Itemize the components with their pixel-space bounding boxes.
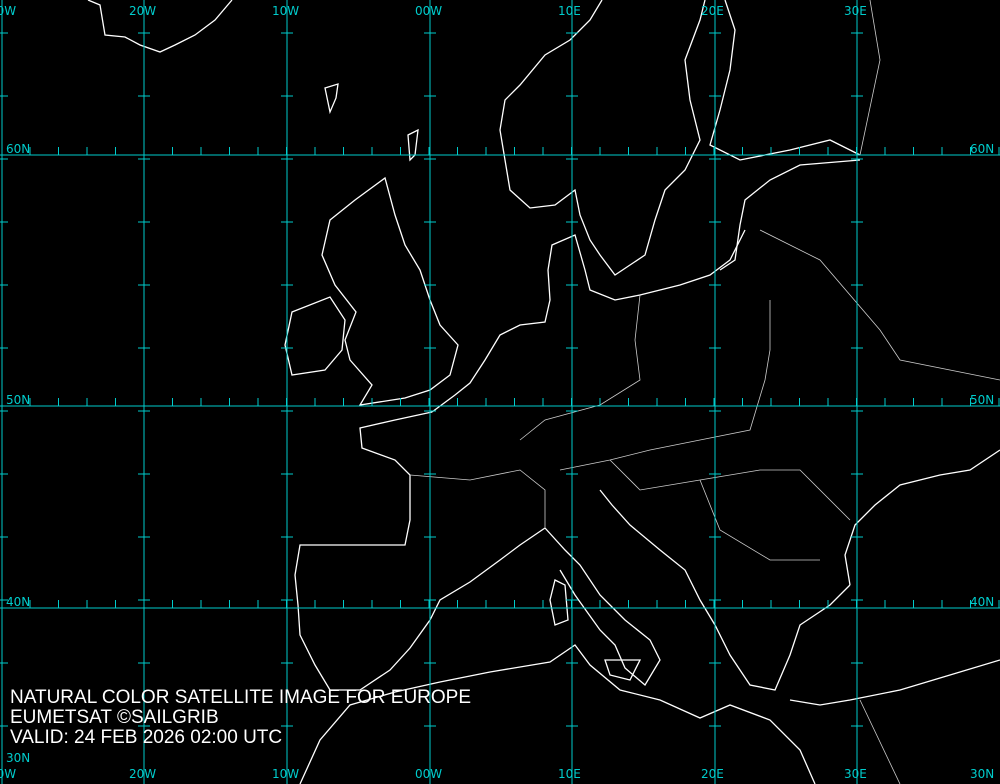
image-caption: NATURAL COLOR SATELLITE IMAGE FOR EUROPE… (10, 688, 471, 748)
bottom-label-20e: 20E (701, 767, 724, 781)
coast-iceland (87, 0, 233, 53)
graticule-ticks (0, 32, 1000, 727)
bottom-label-20w: 20W (129, 767, 157, 781)
bottom-label-10w: 10W (272, 767, 300, 781)
caption-valid-time: VALID: 24 FEB 2026 02:00 UTC (10, 727, 283, 748)
top-label-00w: 00W (415, 4, 443, 18)
border-line (859, 699, 901, 784)
left-label-30n: 30N (6, 751, 31, 765)
top-label-10e: 10E (558, 4, 581, 18)
border-line (609, 459, 851, 521)
coast-adriatic-balkans (599, 489, 851, 691)
coast-sicily (604, 659, 642, 681)
coast-west-europe (294, 411, 546, 691)
coast-scandinavia (499, 0, 706, 276)
right-label-30n: 30N (970, 767, 995, 781)
top-label-20w: 20W (129, 4, 157, 18)
bottom-label-30e: 30E (844, 767, 867, 781)
border-line (859, 0, 881, 156)
border-line (409, 469, 546, 528)
coast-great-britain (321, 176, 459, 406)
coast-north-europe (431, 229, 746, 413)
coast-italy (544, 527, 661, 686)
coast-ireland (284, 296, 346, 376)
left-label-40n: 40N (6, 595, 31, 609)
border-line (759, 229, 1000, 381)
right-label-40n: 40N (970, 595, 995, 609)
top-label-30w: 30W (0, 4, 17, 18)
right-label-50n: 50N (970, 393, 995, 407)
top-label-20e: 20E (701, 4, 724, 18)
top-label-30e: 30E (844, 4, 867, 18)
coast-turkey (789, 659, 1000, 706)
bottom-label-00w: 00W (415, 767, 443, 781)
top-label-10w: 10W (272, 4, 300, 18)
border-line (699, 479, 820, 561)
coast-baltic (719, 159, 861, 271)
coast-north-africa (299, 644, 816, 784)
left-label-50n: 50N (6, 393, 31, 407)
right-label-60n: 60N (970, 142, 995, 156)
caption-credit: EUMETSAT ©SAILGRIB (10, 707, 219, 728)
bottom-label-10e: 10E (558, 767, 581, 781)
coast-sardinia (549, 579, 569, 626)
coastlines (87, 0, 1000, 784)
bottom-label-30w: 30W (0, 767, 17, 781)
border-line (519, 294, 641, 441)
left-label-60n: 60N (6, 142, 31, 156)
borders (409, 0, 1000, 784)
caption-title: NATURAL COLOR SATELLITE IMAGE FOR EUROPE (10, 687, 472, 708)
coast-finland (709, 0, 861, 161)
border-line (559, 300, 771, 471)
coast-faroe (324, 83, 339, 115)
coast-black-sea (844, 449, 1000, 586)
